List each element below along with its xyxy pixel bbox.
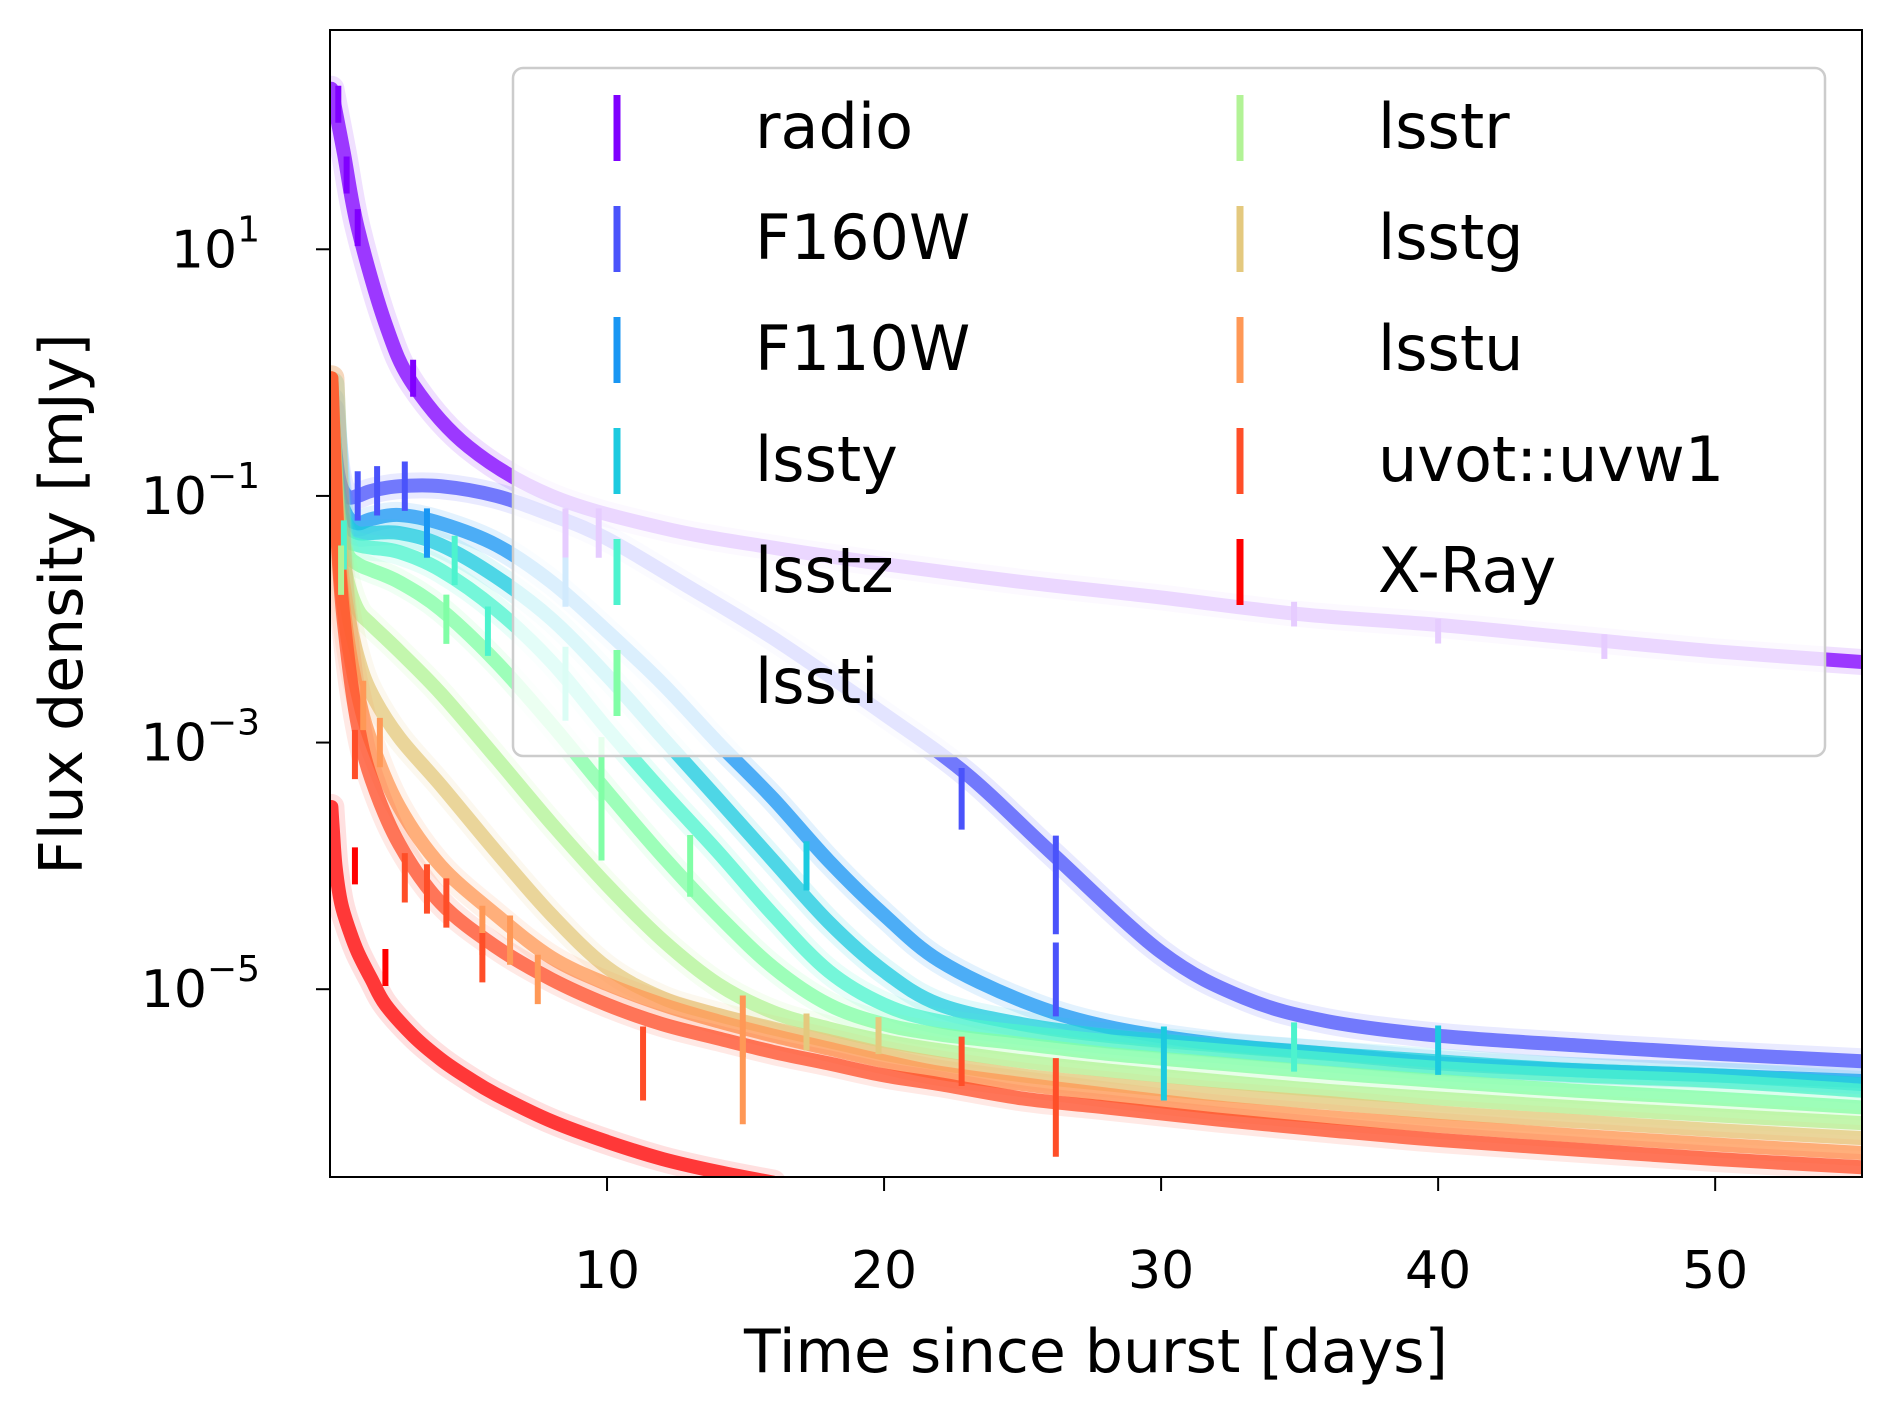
legend-label: X-Ray [1378, 534, 1556, 607]
x-tick-label: 20 [851, 1241, 917, 1301]
series-line-5 [330, 377, 1862, 1115]
x-axis-ticks: 10 20 30 40 50 [574, 1177, 1748, 1301]
legend-box [511, 66, 1827, 758]
y-tick-label: 10−5 [141, 949, 260, 1020]
legend-label: F160W [755, 201, 970, 274]
series-line-4 [330, 377, 1862, 1098]
legend-label: lsstz [755, 534, 894, 607]
series-line-9 [330, 371, 1862, 1175]
x-axis-label: Time since burst [days] [743, 1317, 1448, 1387]
y-tick-label: 10−1 [141, 456, 260, 527]
series-line-8 [330, 371, 1862, 1160]
y-tick-label: 10−3 [141, 703, 260, 774]
legend: radio F160W F110W lssty lsstz lssti lsstr lsstg… [511, 66, 1827, 758]
legend-label: F110W [755, 312, 970, 385]
legend-label: lsstr [1378, 90, 1510, 163]
x-tick-label: 50 [1682, 1241, 1748, 1301]
series-line-6 [330, 371, 1862, 1131]
legend-label: lsstg [1378, 201, 1524, 274]
y-tick-label: 101 [171, 209, 260, 280]
series-line-7 [330, 371, 1862, 1146]
legend-label: lssty [755, 423, 898, 496]
legend-label: uvot::uvw1 [1378, 423, 1724, 496]
series-curves [330, 75, 1862, 1177]
x-tick-label: 10 [574, 1241, 640, 1301]
plot-frame [329, 29, 1863, 1178]
legend-label: radio [755, 90, 913, 163]
y-axis-label: Flux density [mJy] [27, 333, 97, 874]
series-line-10 [330, 800, 778, 1177]
x-tick-label: 30 [1128, 1241, 1194, 1301]
legend-label: lsstu [1378, 312, 1523, 385]
plot-area [330, 75, 1862, 1177]
legend-label: lssti [755, 645, 878, 718]
y-axis-ticks: 101 10−1 10−3 10−5 [141, 209, 330, 1020]
x-tick-label: 40 [1405, 1241, 1471, 1301]
